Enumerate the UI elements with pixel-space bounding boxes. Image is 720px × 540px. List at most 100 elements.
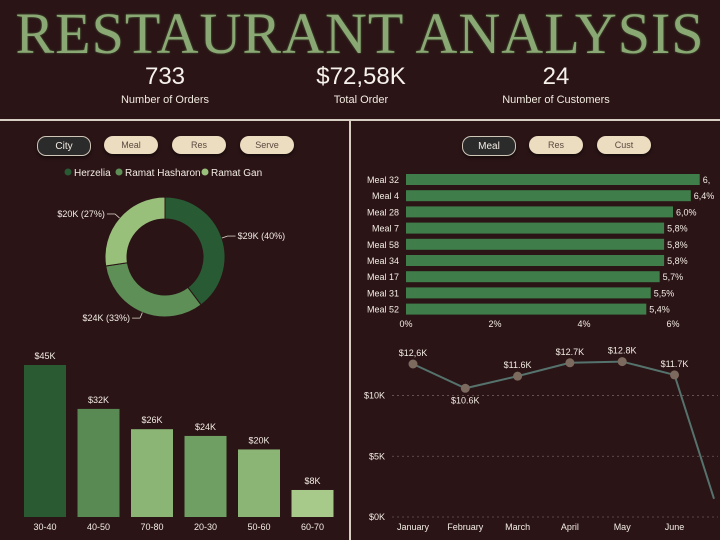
age-bar <box>77 408 120 517</box>
month-point <box>460 383 470 393</box>
meal-bar <box>406 206 673 218</box>
donut-leader-line <box>221 235 228 239</box>
meal-data-label: 5,7% <box>663 272 684 282</box>
legend-label: Ramat Gan <box>211 168 262 179</box>
meal-bar <box>406 255 665 266</box>
donut-leader-line <box>139 312 143 319</box>
age-tick-label: 20-30 <box>194 522 217 532</box>
age-bar <box>24 365 66 517</box>
month-point <box>565 358 575 368</box>
kpi-label: Number of Orders <box>120 94 210 106</box>
meal-bar <box>406 238 665 250</box>
age-bar <box>184 435 227 517</box>
kpi-label: Number of Customers <box>502 94 610 106</box>
meal-bar <box>406 174 700 185</box>
meal-data-label: 5,5% <box>654 288 675 298</box>
month-tick-label: January <box>397 522 430 532</box>
meal-data-label: 6,4% <box>694 191 715 201</box>
age-tick-label: 70-80 <box>140 522 163 532</box>
filter-serve-button[interactable]: Serve <box>240 136 294 154</box>
age-bar-data-label: $32K <box>88 395 109 405</box>
meal-tick-label: Meal 17 <box>367 272 399 282</box>
filter-meal-right-button[interactable]: Meal <box>462 136 516 156</box>
month-data-label: $12.7K <box>556 347 585 357</box>
month-series-line <box>412 360 715 500</box>
meal-data-label: 5,8% <box>667 224 688 234</box>
page-title: RESTAURANT ANALYSIS <box>15 1 705 66</box>
legend-marker <box>115 168 123 176</box>
kpi-value: 733 <box>144 63 186 90</box>
meal-data-label: 5,4% <box>649 305 670 315</box>
month-data-label: $11.6K <box>504 360 532 370</box>
legend-label: Herzelia <box>74 168 111 179</box>
month-data-label: $12,6K <box>399 348 428 358</box>
month-tick-label: March <box>505 522 530 532</box>
donut-data-label: $24K (33%) <box>83 313 131 323</box>
month-data-label: $12.8K <box>608 346 637 356</box>
month-tick-label: April <box>561 522 579 532</box>
age-bar <box>131 429 173 517</box>
meal-bar <box>406 271 660 283</box>
meal-data-label: 6, <box>703 175 711 185</box>
meal-tick-label: Meal 28 <box>367 207 399 217</box>
filter-city-button[interactable]: City <box>37 136 91 156</box>
meal-tick-label: Meal 31 <box>367 288 399 298</box>
kpi-value: $72,58K <box>316 63 406 90</box>
age-bar-data-label: $20K <box>248 435 269 445</box>
month-point <box>513 371 523 381</box>
meal-tick-label: Meal 4 <box>372 191 399 201</box>
month-tick-label: February <box>447 522 484 532</box>
line-axis-tick: $5K <box>369 451 385 461</box>
line-axis-tick: $10K <box>364 391 385 401</box>
age-bar <box>238 449 280 517</box>
donut-slice <box>104 196 166 267</box>
month-tick-label: June <box>665 522 685 532</box>
meal-axis-tick: 0% <box>399 319 412 329</box>
month-point <box>408 359 418 369</box>
age-tick-label: 40-50 <box>87 522 110 532</box>
meal-bar <box>406 190 691 202</box>
header-divider <box>0 119 720 121</box>
age-bar-data-label: $8K <box>304 476 320 486</box>
meal-tick-label: Meal 7 <box>372 224 399 234</box>
kpi-orders: 733 Number of Orders <box>85 62 245 106</box>
month-data-label: $10.6K <box>451 395 480 405</box>
legend-label: Ramat Hasharon <box>125 168 201 179</box>
donut-slice <box>105 262 202 318</box>
age-bar-data-label: $24K <box>195 422 216 432</box>
donut-data-label: $20K (27%) <box>57 209 105 219</box>
meal-data-label: 5,8% <box>667 240 688 250</box>
donut-data-label: $29K (40%) <box>238 231 286 241</box>
age-tick-label: 50-60 <box>247 522 270 532</box>
meal-tick-label: Meal 32 <box>367 175 399 185</box>
kpi-label: Total Order <box>333 94 389 106</box>
meal-tick-label: Meal 52 <box>367 305 399 315</box>
meal-data-label: 5,8% <box>667 256 688 266</box>
meal-axis-tick: 6% <box>666 319 679 329</box>
filter-res-right-button[interactable]: Res <box>529 136 583 154</box>
month-data-label: $11.7K <box>661 359 689 369</box>
filter-res-button[interactable]: Res <box>172 136 226 154</box>
kpi-total-order: $72,58K Total Order <box>281 62 441 106</box>
age-tick-label: 60-70 <box>301 522 324 532</box>
kpi-customers: 24 Number of Customers <box>476 62 636 106</box>
age-bar <box>291 489 334 517</box>
panel-divider <box>349 121 351 540</box>
meal-axis-tick: 4% <box>577 319 590 329</box>
line-axis-tick: $0K <box>369 512 385 522</box>
legend-marker <box>64 168 72 176</box>
donut-slice <box>164 196 226 306</box>
month-point <box>670 370 679 380</box>
meal-bar <box>406 222 665 234</box>
kpi-value: 24 <box>542 63 570 90</box>
filter-cust-right-button[interactable]: Cust <box>597 136 651 154</box>
meal-tick-label: Meal 58 <box>367 240 399 250</box>
age-tick-label: 30-40 <box>33 522 56 532</box>
month-point <box>617 357 627 367</box>
meal-data-label: 6,0% <box>676 207 697 217</box>
age-bar-data-label: $45K <box>34 351 55 361</box>
legend-marker <box>201 168 209 176</box>
filter-meal-button[interactable]: Meal <box>104 136 158 154</box>
meal-bar <box>406 303 647 315</box>
